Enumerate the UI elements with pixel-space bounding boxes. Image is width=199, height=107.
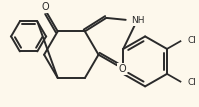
Text: O: O (118, 64, 126, 74)
Text: Cl: Cl (187, 36, 196, 45)
Text: Cl: Cl (187, 78, 196, 87)
Text: O: O (41, 2, 49, 12)
Text: NH: NH (132, 16, 145, 25)
